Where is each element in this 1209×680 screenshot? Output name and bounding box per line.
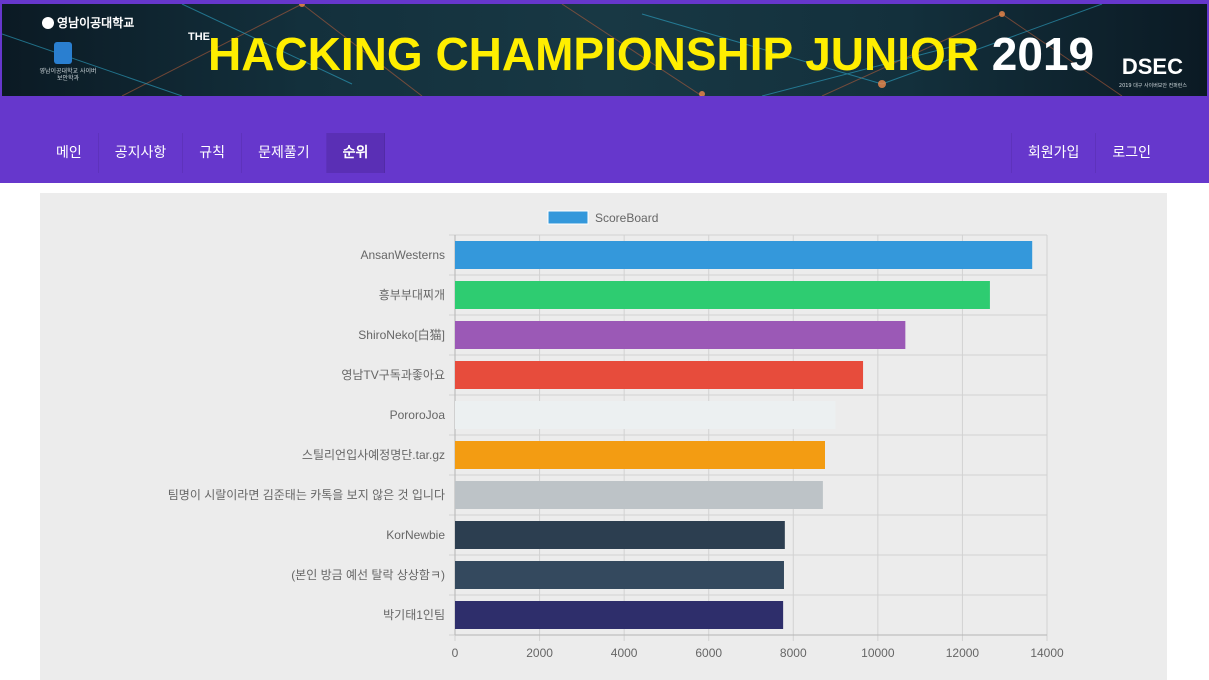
x-tick-label: 10000 [861,646,895,660]
nav-item-notice[interactable]: 공지사항 [99,133,184,173]
header-banner: 영남이공대학교 영남이공대학교 사이버보안학과 THE HACKING CHAM… [0,0,1209,96]
dsec-subtitle: 2019 대구 사이버보안 컨퍼런스 [1118,83,1187,89]
bar[interactable] [455,521,785,549]
bar[interactable] [455,241,1033,269]
nav-item-main[interactable]: 메인 [40,133,99,173]
dsec-logo: DSEC [1121,54,1183,79]
network-lines-decoration [2,4,1123,96]
bar[interactable] [455,481,823,509]
bar[interactable] [455,281,990,309]
y-tick-label: 영남TV구독과좋아요 [341,368,445,382]
school-name: 영남이공대학교 [57,16,135,30]
nav-left-group: 메인 공지사항 규칙 문제풀기 순위 [40,133,386,173]
y-tick-label: AnsanWesterns [361,248,446,262]
x-tick-label: 8000 [780,646,807,660]
title-prefix: THE [188,31,210,43]
main-navbar: 메인 공지사항 규칙 문제풀기 순위 회원가입 로그인 [0,96,1209,183]
bar[interactable] [455,441,825,469]
bar[interactable] [455,321,906,349]
nav-item-login[interactable]: 로그인 [1095,133,1167,173]
y-tick-label: (본인 방금 예선 탈락 상상함ㅋ) [291,568,445,582]
nav-item-signup[interactable]: 회원가입 [1010,133,1096,173]
y-tick-label: 스틸리언입사예정명단.tar.gz [302,448,445,462]
x-tick-label: 12000 [946,646,980,660]
school-emblem-icon [42,16,54,29]
x-tick-label: 6000 [695,646,722,660]
dept-name: 영남이공대학교 사이버보안학과 [39,68,97,82]
x-tick-label: 0 [452,646,459,660]
legend-label: ScoreBoard [595,211,658,225]
y-tick-label: KorNewbie [386,528,445,542]
nav-right-group: 회원가입 로그인 [1010,133,1167,173]
scoreboard-panel: AnsanWesterns 흥부부대찌개 ShiroNeko[白猫] 영남TV구독과좋… [40,193,1167,680]
bar[interactable] [455,401,836,429]
bar[interactable] [455,601,784,629]
legend-swatch [547,210,589,225]
x-tick-label: 2000 [526,646,553,660]
page-title: HACKING CHAMPIONSHIP JUNIOR 2019 [208,26,1094,82]
bar[interactable] [455,561,784,589]
x-tick-label: 4000 [611,646,638,660]
y-tick-label: PororoJoa [390,408,446,422]
y-tick-label: ShiroNeko[白猫] [358,327,445,342]
y-tick-label: 흥부부대찌개 [379,288,445,302]
y-tick-label: 팀명이 시랄이라면 김준태는 카톡을 보지 않은 것 입니다 [168,488,445,502]
title-year: 2019 [991,28,1095,80]
nav-item-challenges[interactable]: 문제풀기 [242,133,327,173]
scoreboard-chart: AnsanWesterns 흥부부대찌개 ShiroNeko[白猫] 영남TV구독과좋… [168,210,1064,660]
nav-item-ranking[interactable]: 순위 [326,133,386,173]
title-main: HACKING CHAMPIONSHIP JUNIOR [208,28,979,80]
nav-item-rules[interactable]: 규칙 [183,133,243,173]
school-logo: 영남이공대학교 [42,14,134,31]
x-tick-label: 14000 [1030,646,1064,660]
dept-shield-icon [54,42,72,64]
banner-image: 영남이공대학교 영남이공대학교 사이버보안학과 THE HACKING CHAM… [2,4,1207,96]
bar[interactable] [455,361,864,389]
y-tick-label: 박기태1인팀 [383,608,445,622]
